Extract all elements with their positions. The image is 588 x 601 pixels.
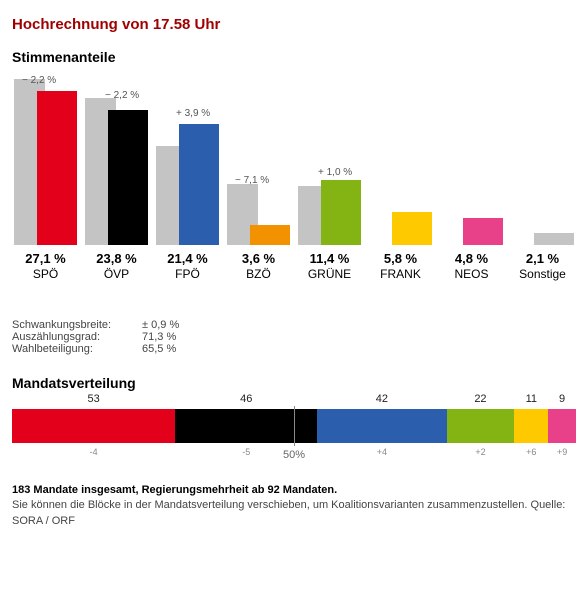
party-column: 5,8 %FRANK [367,75,434,305]
current-bar [250,225,290,245]
footer-bold: 183 Mandate insgesamt, Regierungsmehrhei… [12,484,337,496]
stats-block: Schwankungsbreite:± 0,9 %Auszählungsgrad… [12,319,576,355]
footer-body: Sie können die Blöcke in der Mandatsvert… [12,499,565,526]
party-column: 4,8 %NEOS [438,75,505,305]
vote-share-heading: Stimmenanteile [12,49,576,65]
segment-seats: 53 [12,393,175,405]
segment-delta: +2 [447,447,515,457]
segment-delta: +9 [548,447,576,457]
stats-key: Schwankungsbreite: [12,319,142,331]
party-pct: 11,4 % [310,251,350,266]
current-bar [37,91,77,245]
stats-row: Wahlbeteiligung:65,5 % [12,343,576,355]
stats-value: ± 0,9 % [142,319,179,331]
party-pct: 21,4 % [167,251,207,266]
party-pct: 2,1 % [526,251,559,266]
party-name: Sonstige [519,267,566,281]
segment-delta: +6 [514,447,548,457]
stats-key: Wahlbeteiligung: [12,343,142,355]
current-bar [321,180,361,245]
delta-label: − 2,2 % [105,90,139,101]
mandate-segment[interactable]: 9+9 [548,409,576,443]
page-title: Hochrechnung von 17.58 Uhr [12,16,576,33]
mandate-segment[interactable]: 53-4 [12,409,175,443]
stats-value: 65,5 % [142,343,176,355]
segment-seats: 42 [317,393,446,405]
party-column: − 7,1 % 3,6 %BZÖ [225,75,292,305]
party-pct: 3,6 % [242,251,275,266]
mandate-segment[interactable]: 22+2 [447,409,515,443]
mandate-segment[interactable]: 46-5 [175,409,317,443]
party-pct: 5,8 % [384,251,417,266]
vote-share-chart: − 2,2 % 27,1 %SPÖ − 2,2 % 23,8 %ÖVP + 3,9 % 2… [12,75,576,305]
mandate-segment[interactable]: 42+4 [317,409,446,443]
footer-text: 183 Mandate insgesamt, Regierungsmehrhei… [12,483,576,529]
mandate-segment[interactable]: 11+6 [514,409,548,443]
fifty-percent-tick [294,406,295,446]
delta-label: − 2,2 % [22,75,56,86]
party-name: ÖVP [104,267,129,281]
current-bar [392,212,432,245]
segment-seats: 22 [447,393,515,405]
stats-value: 71,3 % [142,331,176,343]
mandates-heading: Mandatsverteilung [12,375,576,391]
party-column: + 3,9 % 21,4 %FPÖ [154,75,221,305]
segment-seats: 46 [175,393,317,405]
mandates-chart: 53-446-542+422+211+69+9 50% [12,409,576,443]
segment-delta: +4 [317,447,446,457]
party-column: + 1,0 % 11,4 %GRÜNE [296,75,363,305]
fifty-percent-label: 50% [283,449,305,461]
delta-label: − 7,1 % [235,175,269,186]
party-pct: 23,8 % [96,251,136,266]
delta-label: + 3,9 % [176,108,210,119]
stats-row: Schwankungsbreite:± 0,9 % [12,319,576,331]
party-name: SPÖ [33,267,58,281]
party-column: − 2,2 % 23,8 %ÖVP [83,75,150,305]
party-name: FRANK [380,267,421,281]
party-name: GRÜNE [308,267,351,281]
party-name: FPÖ [175,267,200,281]
current-bar [179,124,219,245]
segment-delta: -4 [12,447,175,457]
party-column: 2,1 %Sonstige [509,75,576,305]
party-name: BZÖ [246,267,271,281]
party-column: − 2,2 % 27,1 %SPÖ [12,75,79,305]
current-bar [108,110,148,245]
segment-seats: 11 [514,393,548,405]
current-bar [463,218,503,245]
party-pct: 27,1 % [25,251,65,266]
current-bar [534,233,574,245]
stats-row: Auszählungsgrad:71,3 % [12,331,576,343]
party-pct: 4,8 % [455,251,488,266]
segment-seats: 9 [548,393,576,405]
stats-key: Auszählungsgrad: [12,331,142,343]
party-name: NEOS [454,267,488,281]
delta-label: + 1,0 % [318,167,352,178]
